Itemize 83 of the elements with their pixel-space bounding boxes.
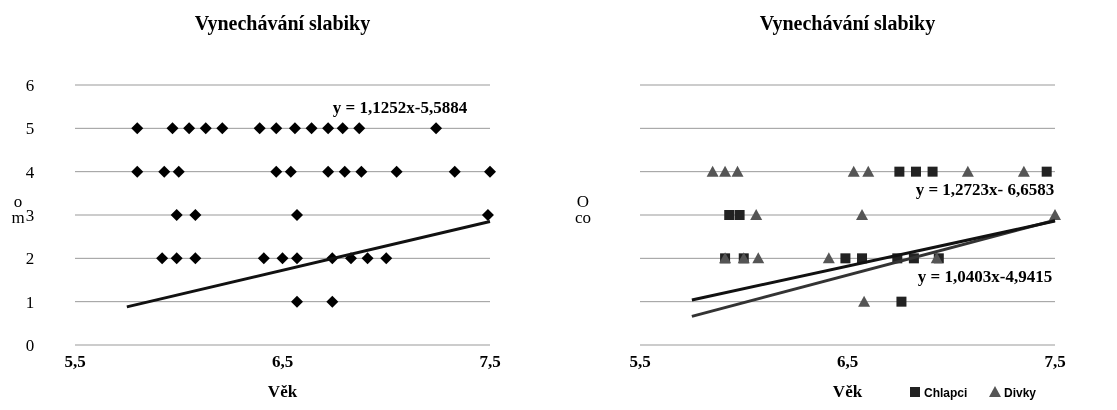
point	[257, 252, 270, 265]
point	[183, 122, 196, 135]
point	[170, 209, 183, 221]
x-tick-label: 5,5	[629, 352, 651, 371]
point	[430, 122, 443, 135]
point	[894, 166, 905, 177]
point	[927, 166, 938, 177]
point	[724, 210, 735, 220]
point	[338, 165, 351, 178]
point	[284, 165, 297, 178]
point	[131, 165, 144, 178]
point	[910, 166, 921, 177]
point	[1041, 166, 1052, 177]
point	[291, 209, 304, 221]
point	[361, 252, 374, 265]
point	[158, 165, 171, 178]
chart-title: Vynechávání slabiky	[194, 12, 371, 35]
point	[896, 296, 907, 307]
point	[961, 165, 974, 177]
x-axis-title: Věk	[267, 382, 298, 401]
y-axis-title: O co	[574, 192, 592, 227]
point	[448, 165, 461, 178]
x-tick-label: 5,5	[64, 352, 86, 371]
y-tick-label: 6	[25, 75, 35, 95]
point	[270, 122, 283, 135]
y-tick-label: 3	[25, 205, 35, 225]
x-tick-label: 6,5	[836, 352, 859, 371]
x-axis-title: Věk	[832, 382, 863, 401]
point	[291, 252, 304, 265]
point	[481, 209, 494, 221]
point	[305, 122, 318, 135]
y-axis-title: o m	[11, 192, 25, 227]
point	[856, 209, 869, 220]
annotation: y = 1,2723x- 6,6583	[915, 179, 1055, 199]
point	[189, 209, 202, 221]
point	[380, 252, 393, 265]
point	[288, 122, 301, 135]
point	[326, 295, 339, 308]
point	[355, 165, 368, 178]
point	[131, 122, 144, 135]
point	[750, 209, 763, 220]
x-tick-label: 6,5	[271, 352, 294, 371]
point	[822, 252, 835, 264]
point	[731, 165, 744, 177]
point	[253, 122, 266, 135]
point	[840, 253, 851, 264]
point	[484, 165, 496, 178]
point	[276, 252, 289, 265]
point	[353, 122, 366, 135]
point	[322, 165, 335, 178]
point	[1049, 209, 1061, 220]
point	[390, 165, 403, 178]
point	[1017, 165, 1030, 177]
point	[156, 252, 169, 265]
point	[216, 122, 229, 135]
point	[706, 165, 719, 177]
x-tick-label: 7,5	[479, 352, 501, 371]
point	[189, 252, 202, 265]
point	[734, 210, 745, 220]
point	[170, 252, 183, 265]
point	[858, 295, 871, 307]
y-tick-label: 1	[25, 292, 35, 312]
point	[847, 165, 860, 177]
legend-label: Divky	[1004, 386, 1037, 400]
point	[862, 165, 875, 177]
point	[199, 122, 212, 135]
point	[166, 122, 179, 135]
legend-label: Chlapci	[924, 386, 968, 400]
y-tick-label: 5	[25, 119, 35, 139]
point	[322, 122, 335, 135]
y-tick-label: 4	[25, 162, 35, 182]
y-tick-label: 0	[25, 335, 35, 355]
x-tick-label: 7,5	[1044, 352, 1066, 371]
chart-title: Vynechávání slabiky	[759, 12, 936, 35]
annotation: y = 1,1252x-5,5884	[332, 97, 468, 117]
y-tick-label: 2	[25, 249, 35, 269]
point	[291, 295, 304, 308]
point	[270, 165, 283, 178]
point	[719, 165, 732, 177]
point	[172, 165, 185, 178]
point	[752, 252, 765, 264]
annotation: y = 1,0403x-4,9415	[917, 266, 1053, 286]
point	[336, 122, 349, 135]
